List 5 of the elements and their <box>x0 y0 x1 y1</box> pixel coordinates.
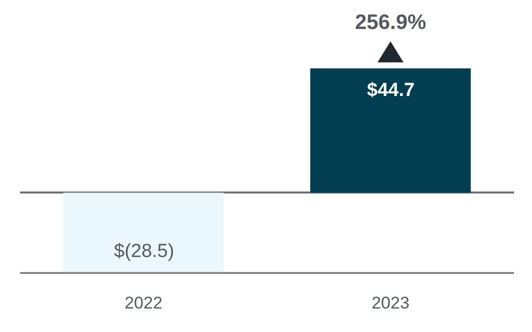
x-tick-label: 2022 <box>124 293 162 312</box>
annotation: 256.9% <box>355 11 427 34</box>
data-label: $(28.5) <box>114 241 174 262</box>
data-label: $44.7 <box>367 80 415 101</box>
x-tick-label: 2023 <box>372 293 410 312</box>
